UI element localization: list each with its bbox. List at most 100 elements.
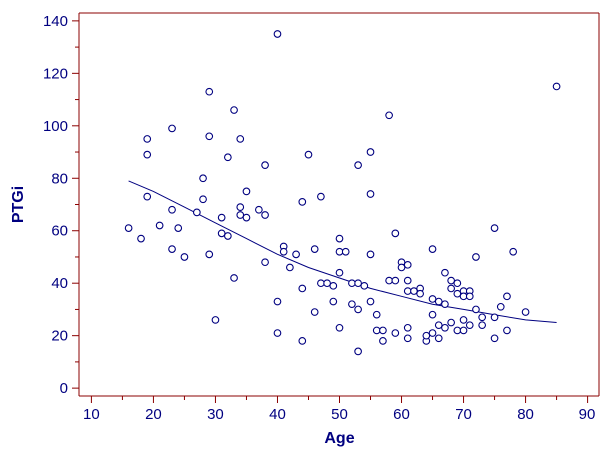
data-point	[310, 245, 319, 253]
data-point	[366, 297, 375, 306]
x-tick-label: 20	[145, 406, 162, 423]
x-tick-label: 50	[331, 406, 348, 423]
data-point	[298, 284, 307, 293]
data-point	[354, 305, 362, 314]
data-point	[521, 308, 530, 316]
data-point	[434, 321, 443, 330]
data-point	[453, 279, 462, 288]
data-point	[354, 279, 362, 288]
data-point	[434, 297, 443, 306]
x-tick-label: 60	[393, 406, 410, 423]
data-point	[168, 205, 176, 214]
data-point	[379, 326, 387, 335]
data-point	[199, 195, 207, 204]
data-point	[317, 279, 325, 288]
data-point	[310, 308, 319, 316]
data-point	[354, 347, 362, 356]
data-point	[465, 321, 474, 330]
data-point	[230, 274, 238, 282]
y-tick-label: 60	[51, 223, 68, 240]
data-point	[236, 203, 245, 211]
data-point	[428, 245, 437, 253]
data-point	[391, 276, 400, 285]
data-point	[348, 279, 356, 288]
data-point	[366, 250, 375, 259]
data-point	[391, 329, 400, 337]
y-tick-label: 140	[43, 13, 68, 30]
data-point	[261, 258, 269, 267]
data-point	[335, 234, 344, 243]
data-point	[447, 276, 455, 285]
data-point	[447, 284, 455, 293]
data-point	[403, 260, 412, 269]
data-point	[242, 187, 251, 196]
data-point	[199, 174, 207, 183]
data-point	[385, 276, 393, 285]
data-point	[279, 247, 288, 256]
data-point	[422, 331, 431, 340]
x-tick-label: 40	[269, 406, 286, 423]
data-point	[391, 229, 400, 238]
data-point	[329, 281, 338, 290]
data-point	[298, 337, 307, 345]
data-point	[490, 334, 499, 343]
data-point	[217, 229, 226, 238]
data-point	[335, 323, 344, 332]
y-tick-label: 0	[60, 380, 68, 397]
y-tick-label: 20	[51, 328, 68, 345]
x-tick-label: 90	[579, 406, 596, 423]
data-point	[490, 313, 499, 322]
data-point	[366, 190, 375, 198]
data-point	[434, 334, 443, 343]
data-point	[403, 287, 412, 295]
data-point	[503, 326, 511, 335]
data-point	[459, 326, 468, 335]
data-point	[441, 323, 449, 332]
data-point	[174, 224, 183, 232]
data-point	[403, 334, 412, 343]
data-point	[397, 263, 406, 272]
data-point	[459, 316, 468, 324]
data-point	[286, 263, 294, 272]
data-point	[385, 111, 393, 120]
data-point	[255, 205, 263, 214]
y-tick-label: 80	[51, 170, 68, 187]
data-point	[180, 253, 189, 261]
x-tick-label: 70	[455, 406, 472, 423]
data-point	[292, 250, 300, 259]
data-point	[372, 310, 381, 319]
data-point	[143, 192, 152, 201]
data-point	[329, 297, 338, 306]
data-point	[465, 292, 474, 301]
data-point	[496, 302, 505, 311]
data-point	[205, 132, 214, 141]
data-point	[205, 250, 214, 259]
data-point	[224, 153, 232, 162]
data-point	[478, 321, 487, 330]
data-point	[192, 208, 201, 217]
data-point	[478, 313, 487, 322]
data-point	[217, 213, 226, 222]
data-point	[453, 326, 462, 335]
data-point	[155, 221, 164, 230]
data-point	[143, 135, 152, 143]
data-point	[472, 253, 480, 261]
data-point	[230, 106, 238, 114]
data-point	[242, 213, 251, 222]
y-axis-label: PTGi	[10, 186, 27, 223]
y-tick-label: 40	[51, 275, 68, 292]
data-point	[459, 292, 468, 301]
data-point	[236, 135, 245, 143]
data-point	[428, 295, 437, 303]
data-point	[211, 316, 220, 324]
y-tick-label: 100	[43, 118, 68, 135]
data-point	[428, 310, 437, 319]
data-point	[304, 150, 313, 159]
data-point	[403, 276, 412, 285]
data-point	[341, 247, 350, 256]
data-point	[410, 287, 418, 295]
data-point	[552, 82, 561, 91]
data-point	[372, 326, 381, 335]
data-point	[472, 305, 480, 314]
